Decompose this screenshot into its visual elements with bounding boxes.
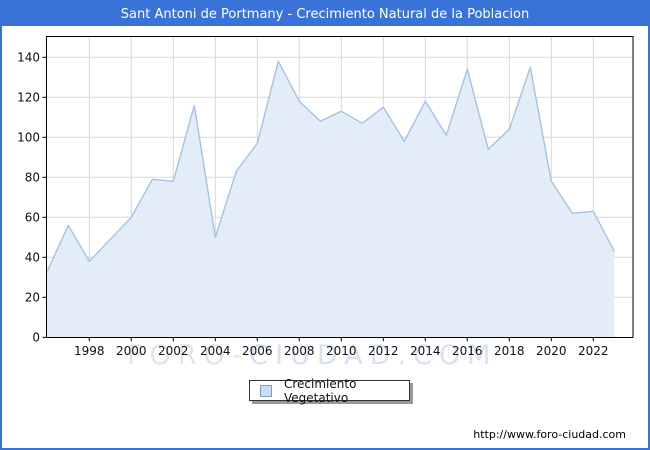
svg-text:80: 80: [25, 170, 40, 184]
svg-text:2010: 2010: [326, 344, 357, 358]
watermark-part2: CIUDAD.COM: [249, 340, 498, 371]
svg-text:2002: 2002: [158, 344, 189, 358]
watermark-part1: FORO-: [127, 340, 250, 371]
svg-text:40: 40: [25, 250, 40, 264]
window-title: Sant Antoni de Portmany - Crecimiento Na…: [120, 6, 530, 22]
svg-text:1998: 1998: [74, 344, 105, 358]
svg-text:20: 20: [25, 290, 40, 304]
watermark: FORO-CIUDAD.COM: [127, 340, 497, 371]
svg-text:2008: 2008: [284, 344, 315, 358]
svg-text:2012: 2012: [368, 344, 399, 358]
svg-text:2022: 2022: [578, 344, 609, 358]
legend-label: Crecimiento Vegetativo: [284, 376, 357, 405]
legend-swatch-icon: [260, 384, 272, 397]
legend-box: Crecimiento Vegetativo: [249, 377, 410, 405]
svg-text:120: 120: [17, 90, 40, 104]
svg-text:2004: 2004: [200, 344, 231, 358]
title-bar: Sant Antoni de Portmany - Crecimiento Na…: [2, 2, 648, 26]
svg-text:2000: 2000: [116, 344, 147, 358]
svg-text:140: 140: [17, 50, 40, 64]
svg-text:60: 60: [25, 210, 40, 224]
site-url-link[interactable]: http://www.foro-ciudad.com: [473, 428, 626, 441]
svg-text:2016: 2016: [452, 344, 483, 358]
svg-text:0: 0: [32, 330, 40, 344]
svg-text:2014: 2014: [410, 344, 441, 358]
svg-text:2006: 2006: [242, 344, 273, 358]
svg-text:2018: 2018: [494, 344, 525, 358]
svg-text:100: 100: [17, 130, 40, 144]
svg-text:2020: 2020: [536, 344, 567, 358]
